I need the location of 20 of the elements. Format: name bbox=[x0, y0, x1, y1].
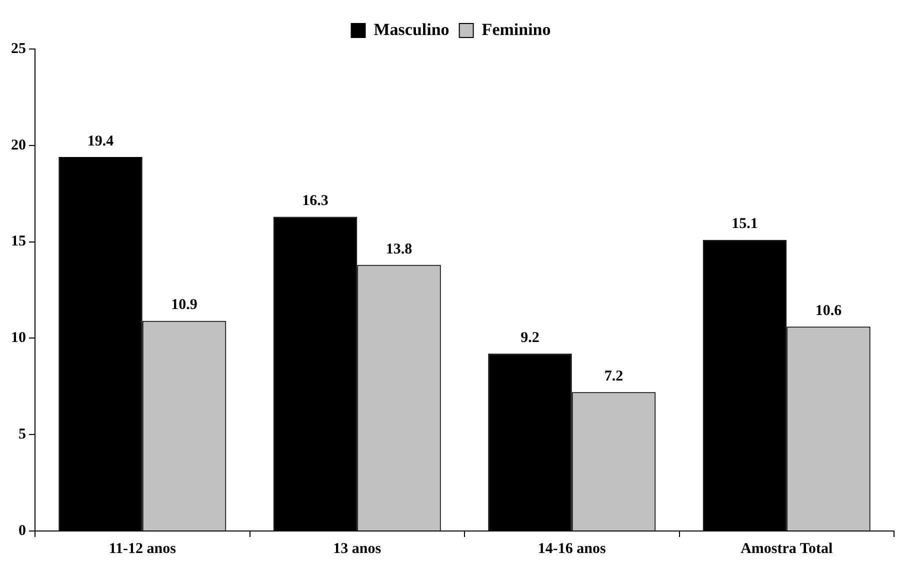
data-label: 15.1 bbox=[732, 216, 758, 232]
data-label: 10.9 bbox=[171, 297, 198, 314]
x-tick-label: 11-12 anos bbox=[108, 540, 176, 557]
data-label: 9.2 bbox=[520, 330, 540, 346]
y-tick-label: 0 bbox=[18, 522, 26, 539]
data-label: 19.4 bbox=[87, 133, 114, 150]
data-label: 16.3 bbox=[302, 193, 328, 210]
legend-label: Feminino bbox=[482, 20, 551, 39]
y-tick-label: 20 bbox=[11, 137, 26, 154]
data-label: 13.8 bbox=[386, 241, 412, 258]
x-tick-label: 14-16 anos bbox=[538, 540, 606, 557]
legend-label: Masculino bbox=[374, 20, 450, 39]
x-tick-label: Amostra Total bbox=[740, 540, 833, 557]
data-label: 7.2 bbox=[604, 368, 624, 385]
y-tick-label: 15 bbox=[11, 234, 26, 250]
y-tick-label: 10 bbox=[11, 330, 26, 346]
y-tick-label: 5 bbox=[18, 426, 26, 442]
x-tick-label: 13 anos bbox=[333, 540, 382, 557]
data-label: 10.6 bbox=[815, 303, 842, 320]
y-tick-label: 25 bbox=[11, 40, 26, 57]
